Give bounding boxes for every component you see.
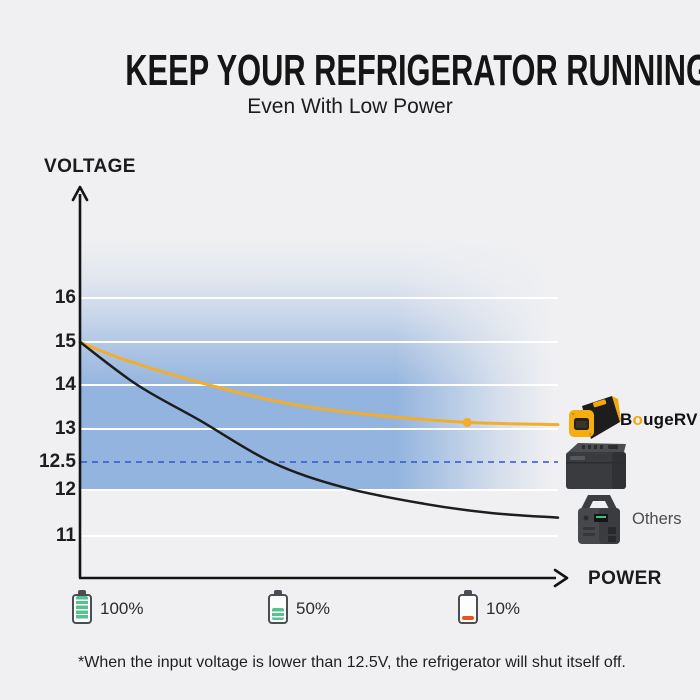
legend-item-50: 50% <box>268 590 331 624</box>
y-tick-15: 15 <box>54 331 76 352</box>
y-tick-11: 11 <box>55 525 76 546</box>
legend-item-10: 10% <box>458 590 521 624</box>
bougerv-logo-part3: ugeRV <box>643 410 698 429</box>
page-title: KEEP YOUR REFRIGERATOR RUNNING <box>125 46 700 95</box>
bougerv-inverter-image <box>569 396 621 439</box>
legend-item-100: 100% <box>72 590 144 624</box>
chart-gradient-fade <box>81 238 558 490</box>
battery-100-label: 100% <box>100 599 144 618</box>
series-curve-bougerv <box>78 340 560 427</box>
y-axis-arrow <box>71 185 89 202</box>
battery-10-icon <box>458 590 478 624</box>
others-power-station-image <box>578 495 620 544</box>
x-axis-arrow <box>553 568 569 588</box>
page-title-wrap: KEEP YOUR REFRIGERATOR RUNNING <box>0 46 700 96</box>
y-tick-labels: 16 15 14 13 12.5 12 11 <box>28 0 76 600</box>
y-tick-12.5: 12.5 <box>39 451 76 472</box>
y-axis-label: VOLTAGE <box>44 156 136 177</box>
battery-10-label: 10% <box>486 599 521 618</box>
y-tick-16: 16 <box>54 287 76 308</box>
series-marker-bougerv <box>462 417 472 427</box>
page-subtitle: Even With Low Power <box>247 95 453 118</box>
x-axis-label: POWER <box>588 568 662 589</box>
bougerv-logo-part2: o <box>632 410 644 429</box>
y-tick-12: 12 <box>54 479 76 500</box>
y-tick-14: 14 <box>54 374 76 395</box>
series-curve-others <box>78 340 560 519</box>
bougerv-logo-part1: B <box>620 410 633 429</box>
footnote: *When the input voltage is lower than 12… <box>78 654 626 671</box>
portable-fridge-image <box>566 443 626 489</box>
y-tick-13: 13 <box>54 418 76 439</box>
bougerv-logo: BougeRV <box>620 410 698 430</box>
battery-50-label: 50% <box>296 599 331 618</box>
battery-50-icon <box>268 590 288 624</box>
others-label: Others <box>632 510 682 528</box>
battery-100-icon <box>72 590 92 624</box>
